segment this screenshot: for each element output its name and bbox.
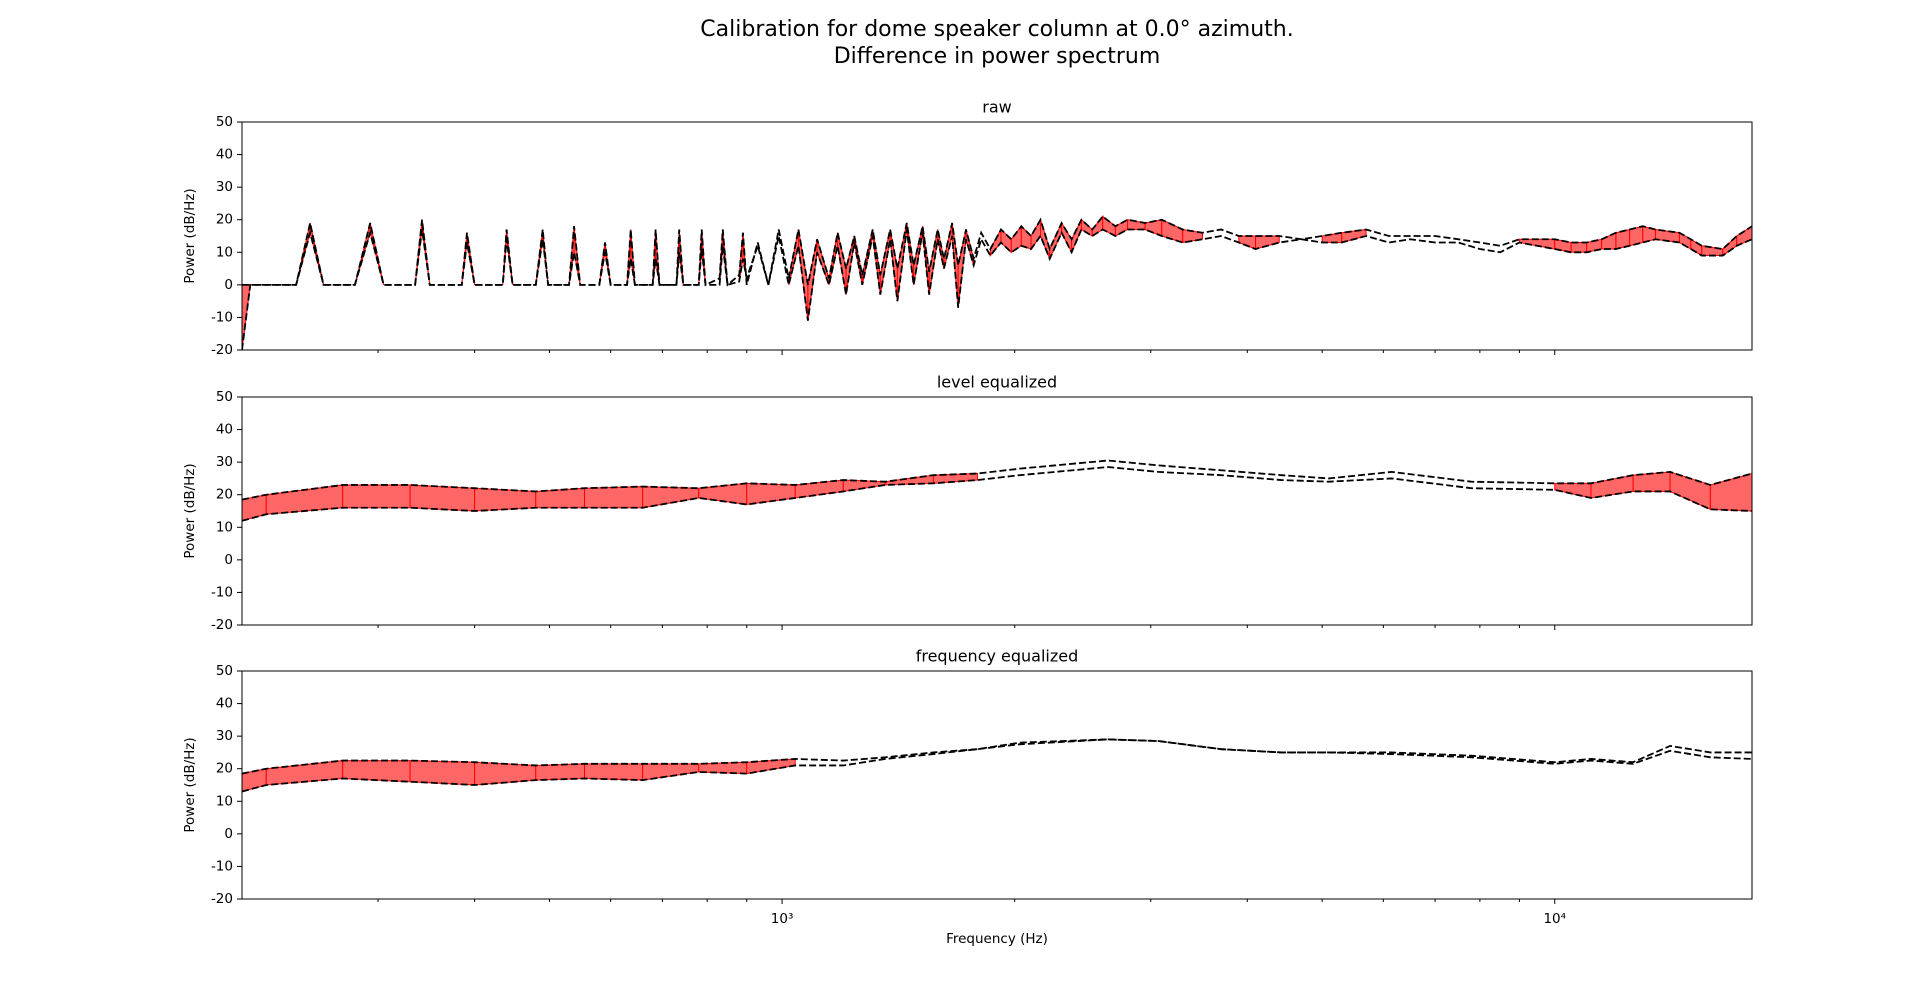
y-tick-label: -20	[211, 617, 233, 633]
y-tick-label: 50	[216, 114, 233, 130]
subplot: raw -20 -10 0 10 20 30 40 50 Power (dB/Hz)	[182, 98, 1753, 358]
y-tick-label: 50	[216, 389, 233, 405]
y-tick-label: 40	[216, 422, 233, 438]
diff-fill	[1238, 235, 1257, 250]
y-tick-label: 30	[216, 454, 233, 470]
diff-fill	[409, 484, 476, 512]
diff-fill	[1570, 242, 1588, 253]
subplot: frequency equalized -20 -10 0 10 20 30 40 50 10³ 1…	[182, 647, 1753, 947]
y-tick-label: 30	[216, 179, 233, 195]
diff-fill	[1321, 232, 1343, 244]
diff-fill	[1102, 215, 1116, 237]
y-tick-label: 20	[216, 212, 233, 228]
y-tick-label: -10	[211, 584, 233, 600]
series-line	[242, 459, 1752, 501]
diff-fill	[1736, 225, 1752, 247]
y-tick-label: 0	[224, 826, 233, 842]
diff-fill	[642, 486, 700, 509]
y-tick-label: 30	[216, 728, 233, 744]
diff-fill	[989, 229, 1002, 257]
y-tick-label: -10	[211, 309, 233, 325]
x-tick-label: 10⁴	[1543, 911, 1566, 927]
y-axis-label: Power (dB/Hz)	[182, 737, 198, 832]
series-line	[242, 466, 1752, 522]
axes-frame	[241, 121, 1753, 351]
y-tick-label: 10	[216, 244, 233, 260]
diff-fill	[1049, 222, 1063, 260]
y-tick-label: 10	[216, 793, 233, 809]
axes-title: level equalized	[937, 373, 1057, 392]
plot-area	[242, 459, 1752, 522]
diff-fill	[943, 222, 953, 269]
x-tick-label: 10³	[771, 911, 794, 927]
axes-title: raw	[982, 98, 1011, 117]
x-axis-label: Frequency (Hz)	[946, 931, 1048, 947]
y-tick-label: 0	[224, 277, 233, 293]
diff-fill	[1255, 235, 1280, 250]
figure-title: Calibration for dome speaker column at 0…	[700, 17, 1293, 42]
axes-frame	[241, 396, 1753, 626]
series-line	[242, 228, 1752, 350]
subplot: level equalized -20 -10 0 10 20 30 40 50 Power (d…	[182, 373, 1753, 633]
diff-fill	[642, 763, 700, 781]
diff-fill	[1000, 228, 1012, 254]
series-line	[242, 738, 1752, 775]
diff-fill	[1601, 231, 1617, 250]
diff-fill	[1701, 245, 1724, 257]
y-tick-label: 0	[224, 552, 233, 568]
diff-fill	[1709, 473, 1752, 512]
diff-fill	[583, 763, 644, 781]
figure-subtitle: Difference in power spectrum	[834, 44, 1161, 69]
y-tick-label: 20	[216, 761, 233, 777]
series-line	[242, 738, 1752, 793]
y-tick-label: 50	[216, 663, 233, 679]
y-tick-label: 40	[216, 147, 233, 163]
y-axis-label: Power (dB/Hz)	[182, 188, 198, 283]
diff-fill	[342, 484, 411, 509]
diff-fill	[701, 229, 707, 285]
diff-fill	[1030, 217, 1042, 251]
y-tick-label: -10	[211, 858, 233, 874]
plot-area	[242, 738, 1752, 793]
y-tick-label: -20	[211, 342, 233, 358]
y-tick-label: 40	[216, 696, 233, 712]
axes-title: frequency equalized	[916, 647, 1079, 666]
y-tick-label: 20	[216, 487, 233, 503]
y-tick-label: -20	[211, 891, 233, 907]
y-tick-label: 10	[216, 519, 233, 535]
axes-frame	[241, 670, 1753, 900]
diff-fill	[409, 760, 476, 786]
diff-fill	[583, 486, 644, 509]
plot-area	[242, 215, 1752, 350]
diff-fill	[535, 763, 585, 781]
y-axis-label: Power (dB/Hz)	[182, 463, 198, 558]
